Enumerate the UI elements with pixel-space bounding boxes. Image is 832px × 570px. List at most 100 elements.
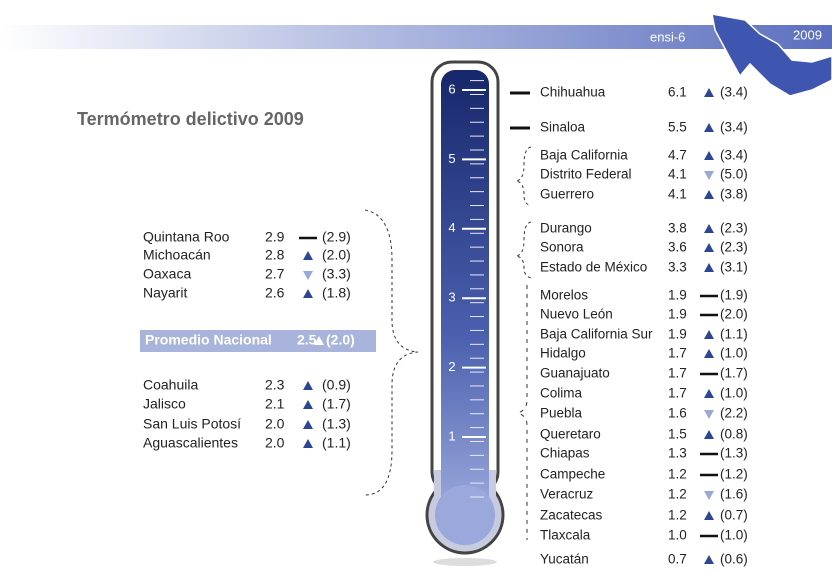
previous: (3.1): [720, 260, 748, 275]
previous: (2.3): [720, 240, 748, 255]
name: Quintana Roo: [143, 229, 230, 245]
name: Veracruz: [540, 487, 594, 502]
name: Hidalgo: [540, 346, 586, 361]
value: 1.7: [668, 346, 687, 361]
trend-down: [303, 271, 313, 280]
trend-down: [704, 410, 714, 419]
value: 1.2: [668, 467, 687, 482]
value: 1.9: [668, 288, 687, 303]
value: 2.6: [265, 285, 285, 301]
previous: (2.0): [326, 332, 355, 348]
name: Jalisco: [143, 396, 186, 412]
thermo-bulb: [435, 485, 495, 545]
previous: (0.6): [720, 552, 748, 567]
trend-up: [303, 251, 313, 260]
previous: (1.1): [322, 435, 351, 451]
value: 1.2: [668, 508, 687, 523]
name: San Luis Potosí: [143, 416, 241, 432]
previous: (1.0): [720, 528, 748, 543]
scale-label: 1: [448, 428, 455, 443]
name: Yucatán: [540, 552, 589, 567]
trend-up: [704, 263, 714, 272]
header-bar: [0, 25, 832, 49]
name: Oaxaca: [143, 266, 191, 282]
scale-label: 6: [448, 81, 455, 96]
bracket: [515, 146, 532, 206]
name: Tlaxcala: [540, 528, 591, 543]
name: Coahuila: [143, 377, 198, 393]
bracket: [515, 221, 532, 279]
trend-up: [704, 243, 714, 252]
value: 2.1: [265, 396, 285, 412]
previous: (2.0): [322, 247, 351, 263]
previous: (3.8): [720, 187, 748, 202]
value: 2.0: [265, 416, 285, 432]
previous: (2.9): [322, 229, 351, 245]
value: 4.1: [668, 167, 687, 182]
trend-up: [303, 289, 313, 298]
header-label: ensi-6: [650, 29, 685, 44]
name: Chihuahua: [540, 85, 606, 100]
name: Aguascalientes: [143, 435, 238, 451]
scale-label: 5: [448, 151, 455, 166]
previous: (3.4): [720, 120, 748, 135]
previous: (1.6): [720, 487, 748, 502]
trend-up: [704, 330, 714, 339]
name: Sinaloa: [540, 120, 586, 135]
value: 1.5: [668, 427, 687, 442]
name: Colima: [540, 386, 583, 401]
name: Baja California Sur: [540, 327, 653, 342]
value: 2.9: [265, 229, 285, 245]
value: 3.6: [668, 240, 687, 255]
previous: (1.1): [720, 327, 748, 342]
trend-up: [303, 381, 313, 390]
scale-label: 3: [448, 290, 455, 305]
average-bar: [140, 330, 376, 352]
name: Campeche: [540, 467, 605, 482]
name: Sonora: [540, 240, 584, 255]
value: 1.3: [668, 446, 687, 461]
value: 1.2: [668, 487, 687, 502]
value: 1.9: [668, 327, 687, 342]
scale-label: 4: [448, 220, 455, 235]
trend-up: [704, 224, 714, 233]
name: Nayarit: [143, 285, 187, 301]
name: Guanajuato: [540, 366, 610, 381]
previous: (0.9): [322, 377, 351, 393]
trend-up: [314, 336, 324, 345]
bracket: [516, 285, 528, 540]
value: 6.1: [668, 85, 687, 100]
name: Estado de México: [540, 260, 647, 275]
trend-up: [704, 190, 714, 199]
value: 0.7: [668, 552, 687, 567]
value: 2.8: [265, 247, 285, 263]
name: Michoacán: [143, 247, 211, 263]
trend-up: [704, 555, 714, 564]
trend-up: [704, 511, 714, 520]
name: Zacatecas: [540, 508, 603, 523]
scale-label: 2: [448, 359, 455, 374]
value: 1.0: [668, 528, 687, 543]
previous: (2.2): [720, 406, 748, 421]
name: Distrito Federal: [540, 167, 632, 182]
previous: (1.8): [322, 285, 351, 301]
value: 1.7: [668, 386, 687, 401]
previous: (2.3): [720, 221, 748, 236]
trend-up: [704, 430, 714, 439]
value: 2.7: [265, 266, 285, 282]
previous: (0.8): [720, 427, 748, 442]
value: 2.5: [297, 332, 317, 348]
value: 5.5: [668, 120, 687, 135]
name: Puebla: [540, 406, 583, 421]
value: 3.8: [668, 221, 687, 236]
previous: (1.7): [720, 366, 748, 381]
previous: (3.3): [322, 266, 351, 282]
value: 4.1: [668, 187, 687, 202]
trend-up: [303, 439, 313, 448]
trend-up: [704, 151, 714, 160]
previous: (1.3): [720, 446, 748, 461]
trend-up: [704, 389, 714, 398]
trend-up: [704, 123, 714, 132]
trend-down: [704, 171, 714, 180]
